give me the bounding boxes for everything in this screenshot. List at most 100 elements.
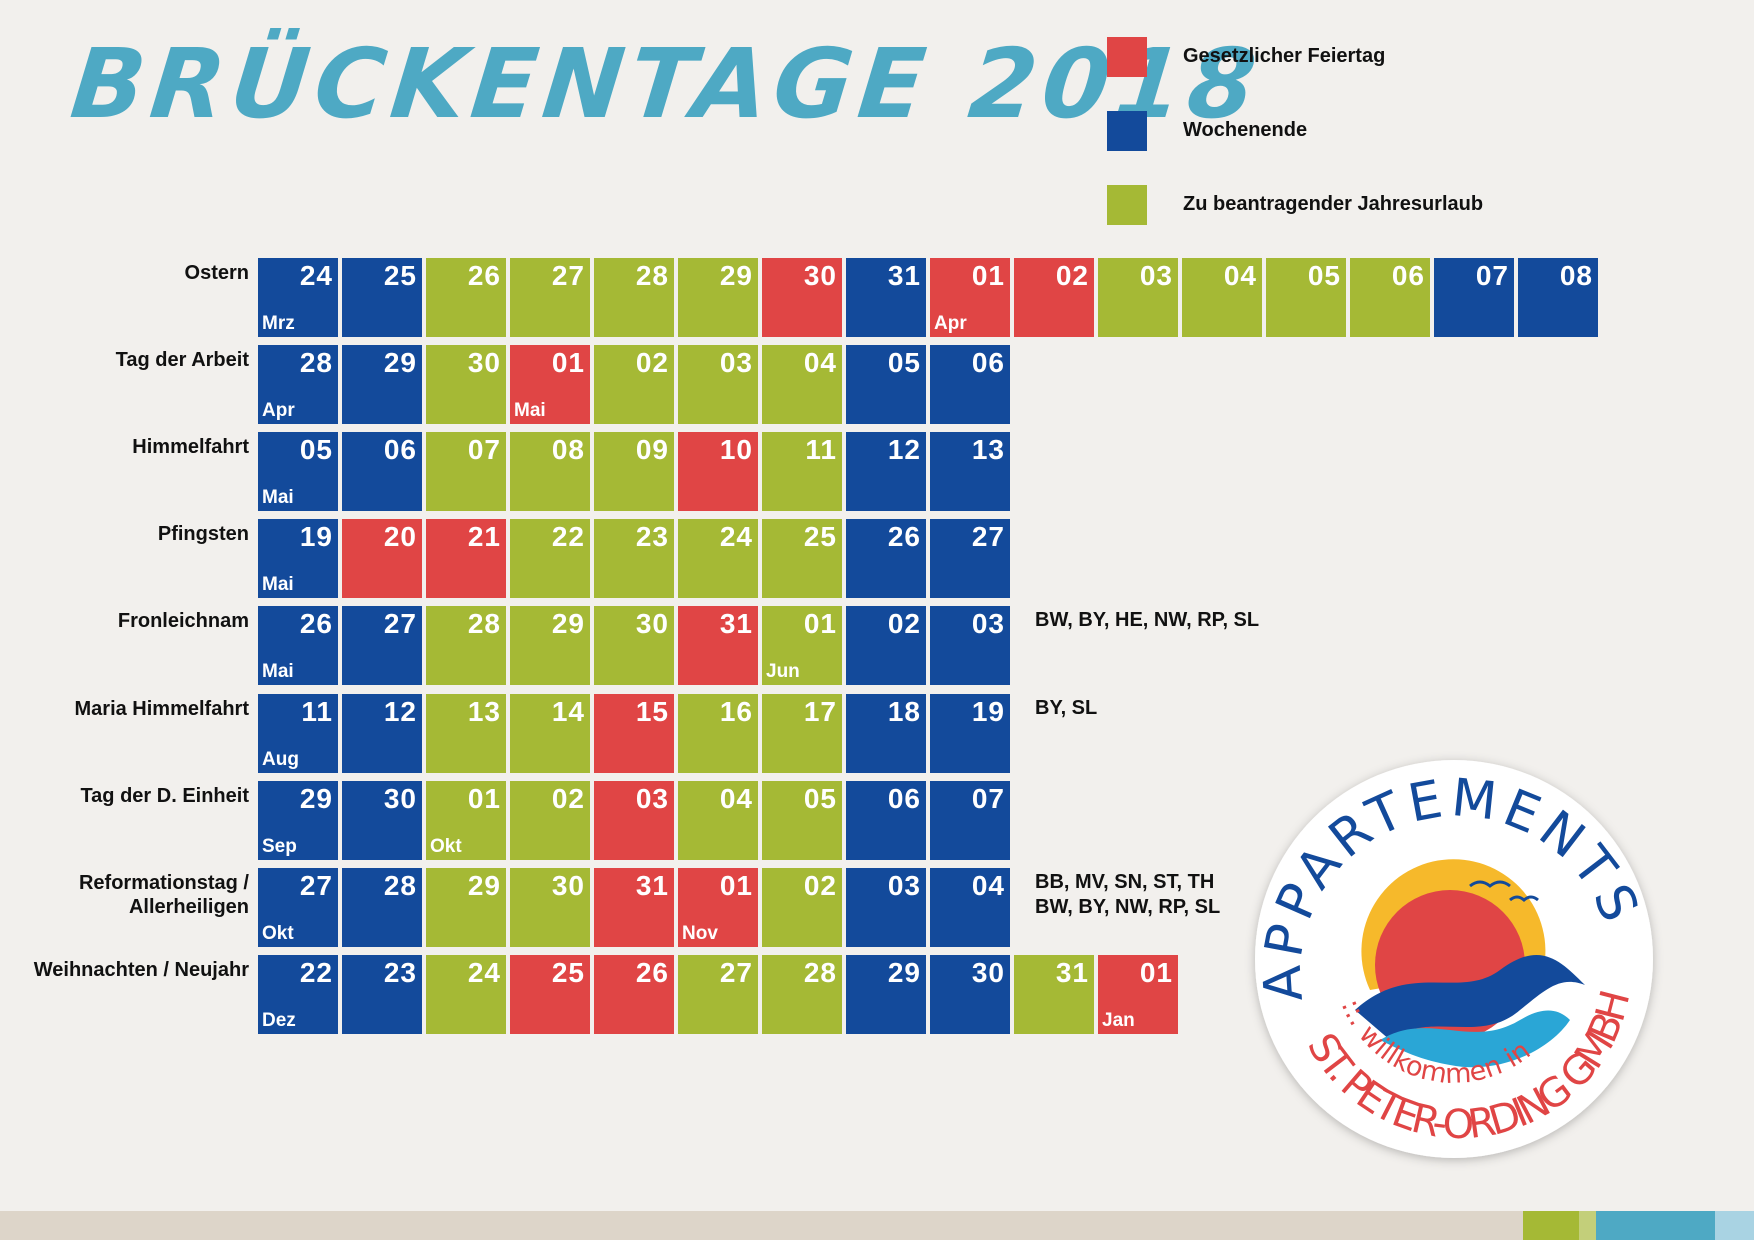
month-label: Mai: [262, 574, 294, 596]
day-number: 01: [719, 869, 753, 901]
day-cell: 16: [678, 693, 758, 773]
day-number: 22: [299, 956, 333, 988]
day-cell: 24: [678, 519, 758, 599]
day-cell: 11 Aug: [258, 693, 338, 773]
day-cell: 02: [594, 345, 674, 425]
day-number: 02: [551, 782, 585, 814]
day-number: 29: [383, 347, 417, 379]
day-number: 26: [887, 521, 921, 553]
wave: [1355, 954, 1585, 1040]
day-cell: 06: [846, 780, 926, 860]
footer-block: [1715, 1211, 1754, 1240]
day-cell: 09: [594, 432, 674, 512]
day-number: 29: [719, 260, 753, 291]
day-cell: 28: [594, 258, 674, 337]
day-cell: 31: [594, 867, 674, 947]
day-number: 01: [467, 782, 501, 814]
day-cell: 01 Mai: [510, 345, 590, 425]
day-number: 06: [383, 434, 417, 466]
day-cell: 17: [762, 693, 842, 773]
row-label: Pfingsten: [9, 522, 249, 546]
day-cell: 06: [342, 432, 422, 512]
month-label: Sep: [262, 835, 297, 857]
row-label: Maria Himmelfahrt: [9, 697, 250, 721]
day-cell: 05 Mai: [258, 432, 338, 512]
row-note: BW, BY, HE, NW, RP, SL: [1035, 608, 1259, 633]
day-number: 27: [971, 521, 1005, 553]
month-label: Jan: [1102, 1009, 1135, 1031]
day-cell: 06: [1350, 258, 1430, 337]
day-cell: 25: [342, 258, 422, 337]
month-label: Mai: [514, 400, 546, 422]
day-cell: 05: [1266, 258, 1346, 337]
day-cell: 26 Mai: [258, 606, 338, 686]
row-label-line: Weihnachten / Neujahr: [33, 958, 249, 981]
day-number: 30: [803, 260, 837, 291]
day-number: 25: [551, 956, 585, 988]
day-number: 25: [383, 260, 417, 291]
day-cell: 24 Mrz: [258, 258, 338, 337]
day-number: 24: [299, 260, 333, 291]
day-cell: 31: [846, 258, 926, 337]
footer-block: [1596, 1211, 1715, 1240]
day-number: 31: [1055, 956, 1089, 988]
day-number: 03: [719, 347, 753, 379]
day-cell: 07: [426, 432, 506, 512]
day-number: 10: [719, 434, 753, 466]
day-cell: 26: [426, 258, 506, 337]
row-label-line: Himmelfahrt: [132, 436, 249, 459]
day-cell: 03: [594, 780, 674, 860]
day-number: 30: [971, 956, 1005, 988]
day-cell: 02: [762, 867, 842, 947]
day-number: 30: [383, 782, 417, 814]
day-number: 05: [803, 782, 837, 814]
legend-label: Zu beantragender Jahresurlaub: [1183, 193, 1484, 215]
day-cell: 05: [846, 345, 926, 425]
day-cell: 07: [930, 780, 1010, 860]
day-cell: 27: [678, 954, 758, 1034]
row-label: Ostern: [9, 261, 249, 285]
footer-block: [1579, 1211, 1596, 1240]
day-number: 28: [383, 869, 417, 901]
day-cell: 06: [930, 345, 1010, 425]
day-cell: 13: [930, 432, 1010, 512]
day-number: 05: [887, 347, 921, 379]
day-cell: 29: [426, 867, 506, 947]
day-number: 18: [887, 695, 921, 727]
day-number: 24: [467, 956, 501, 988]
day-cell: 04: [678, 780, 758, 860]
day-number: 03: [635, 782, 669, 814]
day-cell: 08: [510, 432, 590, 512]
day-cell: 30: [342, 780, 422, 860]
month-label: Okt: [430, 835, 462, 857]
day-number: 31: [635, 869, 669, 901]
day-number: 14: [551, 695, 585, 727]
day-number: 19: [299, 521, 333, 553]
day-cell: 03: [846, 867, 926, 947]
day-number: 04: [971, 869, 1005, 901]
day-number: 02: [635, 347, 669, 379]
day-cell: 29: [678, 258, 758, 337]
day-number: 30: [551, 869, 585, 901]
day-cell: 26: [846, 519, 926, 599]
day-cell: 22 Dez: [258, 954, 338, 1034]
day-number: 09: [635, 434, 669, 466]
day-number: 03: [887, 869, 921, 901]
month-label: Okt: [262, 922, 294, 944]
day-cell: 12: [846, 432, 926, 512]
row-label: Himmelfahrt: [9, 435, 249, 459]
row-label-line: Reformationstag /: [78, 871, 249, 894]
day-cell: 28: [342, 867, 422, 947]
day-number: 01: [971, 260, 1005, 291]
day-cell: 02: [846, 606, 926, 686]
day-number: 28: [299, 347, 333, 379]
row-label-line: Fronleichnam: [117, 610, 249, 633]
day-cell: 08: [1518, 258, 1598, 337]
legend-label: Wochenende: [1183, 119, 1308, 141]
row-label: Fronleichnam: [9, 609, 249, 633]
day-number: 23: [383, 956, 417, 988]
day-cell: 29: [510, 606, 590, 686]
day-number: 05: [299, 434, 333, 466]
day-cell: 01 Nov: [678, 867, 758, 947]
